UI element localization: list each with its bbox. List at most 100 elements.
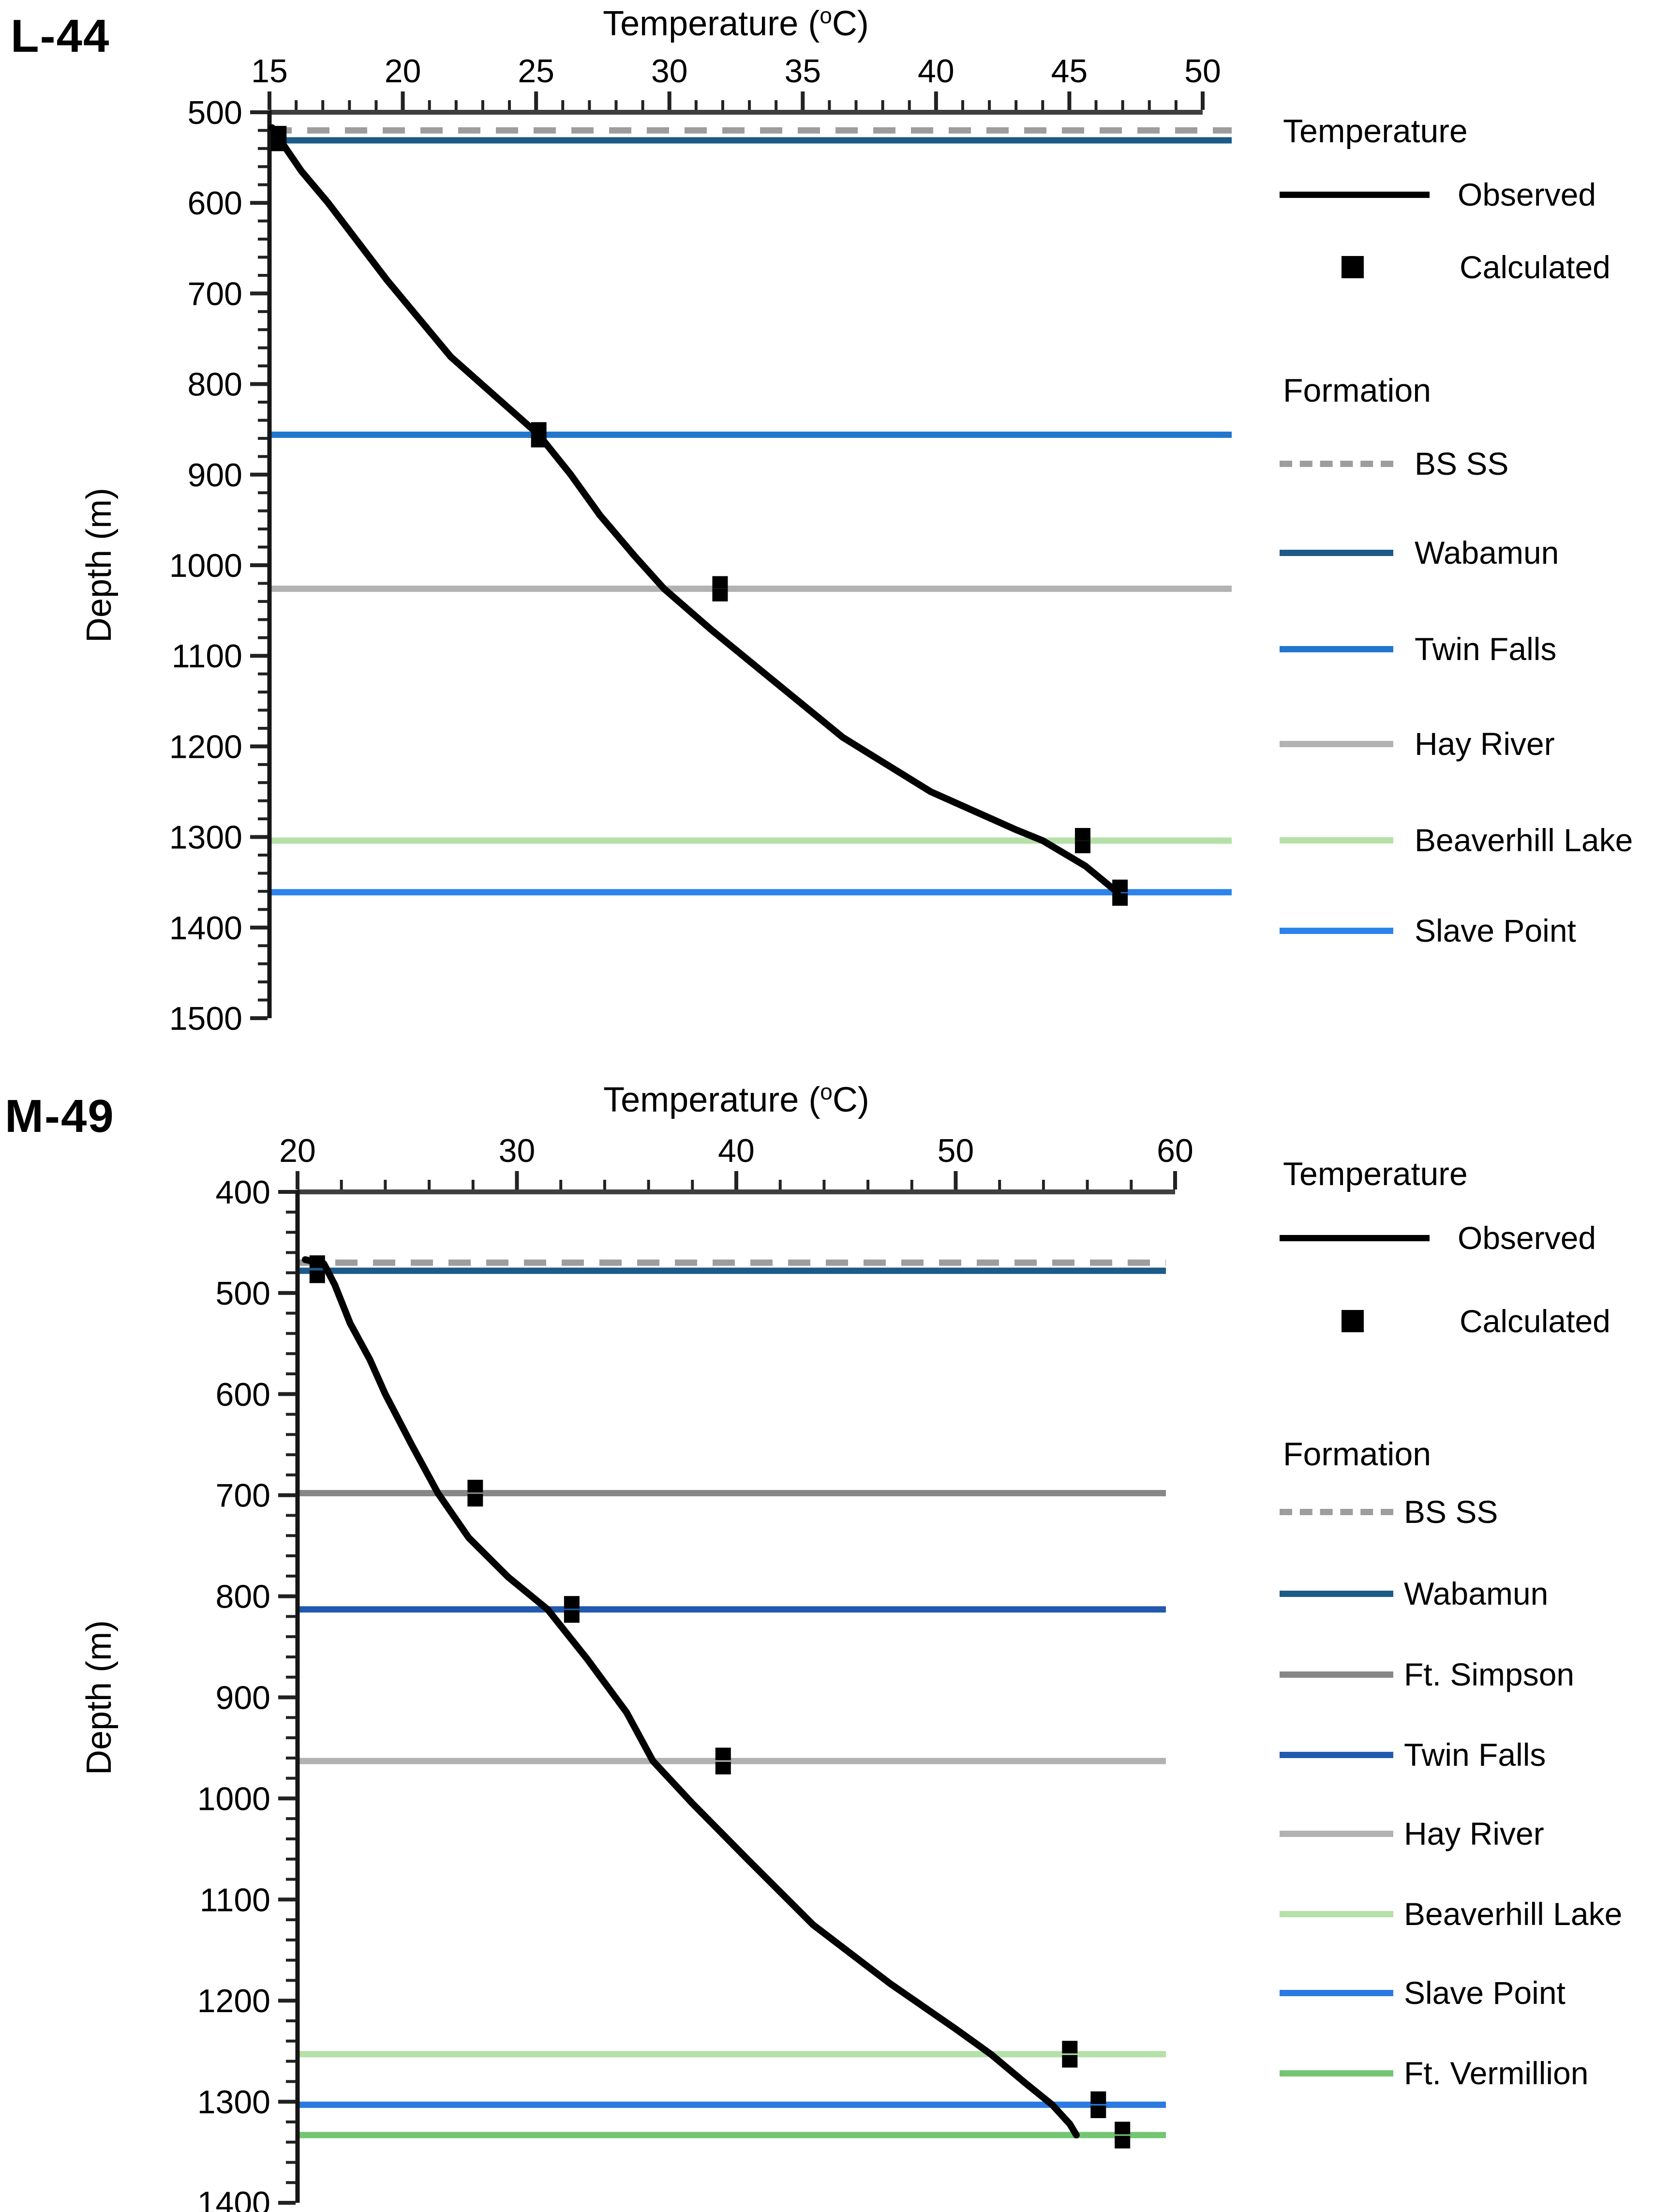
legend-item-slave-point: Slave Point	[1280, 907, 1576, 954]
y-tick-label-1200: 1200	[169, 728, 242, 765]
formation-line-sample-wabamun	[1280, 1590, 1393, 1597]
x-tick-label-30: 30	[499, 1132, 536, 1169]
legend-item-wabamun-label: Wabamun	[1415, 535, 1559, 571]
formation-line-sample-bs-ss	[1280, 1508, 1393, 1515]
legend-calculated-label: Calculated	[1460, 1303, 1610, 1339]
x-tick-label-50: 50	[1184, 53, 1221, 90]
calculated-marker	[1062, 2041, 1078, 2054]
legend-calculated: Calculated	[1280, 1298, 1610, 1344]
legend-item-beaverhill-lake-label: Beaverhill Lake	[1404, 1896, 1623, 1932]
calculated-square-sample	[1342, 256, 1364, 278]
calculated-marker	[564, 1610, 580, 1623]
calculated-marker	[309, 1255, 325, 1268]
y-tick-label-1300: 1300	[197, 2084, 270, 2121]
y-tick-label-700: 700	[188, 275, 242, 312]
legend-calculated-label: Calculated	[1460, 249, 1610, 285]
legend-item-ft-vermillion: Ft. Vermillion	[1280, 2050, 1588, 2096]
legend-item-bs-ss: BS SS	[1280, 440, 1508, 487]
y-axis-title-m49: Depth (m)	[80, 1620, 119, 1776]
observed-line-sample	[1280, 191, 1430, 198]
x-axis-title-l44: Temperature (oC)	[603, 4, 869, 44]
legend-item-bs-ss-label: BS SS	[1404, 1494, 1498, 1530]
calculated-marker	[1074, 841, 1090, 854]
calculated-marker	[715, 1761, 731, 1775]
legend-observed-label: Observed	[1458, 1220, 1596, 1256]
legend-item-twin-falls-label: Twin Falls	[1415, 631, 1557, 667]
calculated-marker	[1074, 828, 1090, 841]
legend-item-hay-river: Hay River	[1280, 1810, 1544, 1857]
y-tick-label-1100: 1100	[200, 1881, 270, 1918]
formation-line-sample-hay-river	[1280, 1830, 1393, 1837]
calculated-marker	[271, 138, 287, 151]
calculated-marker	[531, 435, 547, 448]
y-tick-label-800: 800	[188, 366, 242, 403]
y-tick-label-1000: 1000	[169, 547, 242, 584]
degree-superscript: o	[820, 3, 832, 28]
legend-item-wabamun-label: Wabamun	[1404, 1576, 1549, 1611]
legend-formation-header-l-44: Formation	[1283, 372, 1431, 409]
calculated-marker	[712, 576, 728, 589]
x-tick-label-40: 40	[718, 1132, 755, 1169]
observed-temperature-line	[301, 1256, 1080, 2138]
legend-item-bs-ss-label: BS SS	[1415, 446, 1509, 482]
legend-item-ft-vermillion-label: Ft. Vermillion	[1404, 2055, 1589, 2091]
x-axis-title-text: Temperature (	[603, 1081, 820, 1119]
y-tick-label-1000: 1000	[197, 1780, 270, 1817]
x-tick-label-60: 60	[1157, 1132, 1193, 1169]
y-tick-label-1200: 1200	[197, 1983, 270, 2019]
calculated-marker	[1112, 893, 1128, 906]
legend-observed: Observed	[1280, 1215, 1596, 1261]
y-tick-label-1500: 1500	[169, 1000, 242, 1037]
x-tick-label-50: 50	[938, 1132, 974, 1169]
y-tick-label-800: 800	[216, 1579, 270, 1615]
legend-observed: Observed	[1280, 171, 1596, 218]
formation-line-sample-hay-river	[1280, 740, 1393, 747]
formation-line-sample-ft-simpson	[1280, 1671, 1393, 1678]
y-tick-label-600: 600	[216, 1376, 270, 1413]
calculated-marker	[467, 1479, 483, 1492]
calculated-marker	[715, 1747, 731, 1761]
formation-line-sample-beaverhill-lake	[1280, 837, 1393, 843]
calculated-marker	[309, 1270, 325, 1283]
legend-temperature-header-l-44: Temperature	[1283, 113, 1468, 150]
legend-item-slave-point: Slave Point	[1280, 1970, 1566, 2016]
x-tick-label-15: 15	[251, 53, 288, 90]
y-axis-title-l44: Depth (m)	[80, 487, 119, 643]
calculated-marker	[1090, 2091, 1106, 2104]
formation-line-sample-slave-point	[1280, 927, 1393, 934]
legend-item-hay-river-label: Hay River	[1404, 1816, 1544, 1851]
calculated-marker	[271, 126, 287, 139]
observed-line-sample	[1280, 1234, 1430, 1241]
legend-item-beaverhill-lake-label: Beaverhill Lake	[1415, 822, 1633, 858]
legend-item-wabamun: Wabamun	[1280, 1570, 1548, 1617]
formation-line-sample-ft-vermillion	[1280, 2070, 1393, 2077]
x-tick-label-25: 25	[518, 53, 554, 90]
calculated-marker	[531, 422, 547, 435]
legend-item-slave-point-label: Slave Point	[1415, 913, 1576, 948]
legend-item-twin-falls: Twin Falls	[1280, 1731, 1546, 1778]
y-tick-label-1100: 1100	[172, 638, 242, 675]
legend-calculated: Calculated	[1280, 244, 1610, 290]
x-tick-label-30: 30	[651, 53, 688, 90]
y-tick-label-400: 400	[216, 1174, 270, 1211]
degree-superscript: o	[820, 1079, 833, 1104]
y-tick-label-500: 500	[188, 94, 242, 131]
calculated-marker	[712, 588, 728, 602]
y-tick-label-1400: 1400	[169, 910, 242, 947]
y-tick-label-500: 500	[216, 1275, 270, 1312]
y-tick-label-1400: 1400	[197, 2185, 270, 2212]
legend-item-beaverhill-lake: Beaverhill Lake	[1280, 817, 1633, 863]
x-axis-title-unit: C)	[832, 4, 869, 43]
calculated-marker	[1115, 2136, 1131, 2149]
legend-item-hay-river: Hay River	[1280, 721, 1555, 767]
legend-item-ft-simpson: Ft. Simpson	[1280, 1651, 1574, 1698]
y-tick-label-900: 900	[188, 457, 242, 494]
calculated-marker	[564, 1596, 580, 1609]
x-tick-label-45: 45	[1051, 53, 1088, 90]
y-tick-label-1300: 1300	[169, 819, 242, 856]
formation-line-sample-beaverhill-lake	[1280, 1911, 1393, 1917]
legend-item-wabamun: Wabamun	[1280, 529, 1559, 576]
x-axis-title-m49: Temperature (oC)	[603, 1080, 869, 1120]
formation-line-sample-slave-point	[1280, 1989, 1393, 1996]
